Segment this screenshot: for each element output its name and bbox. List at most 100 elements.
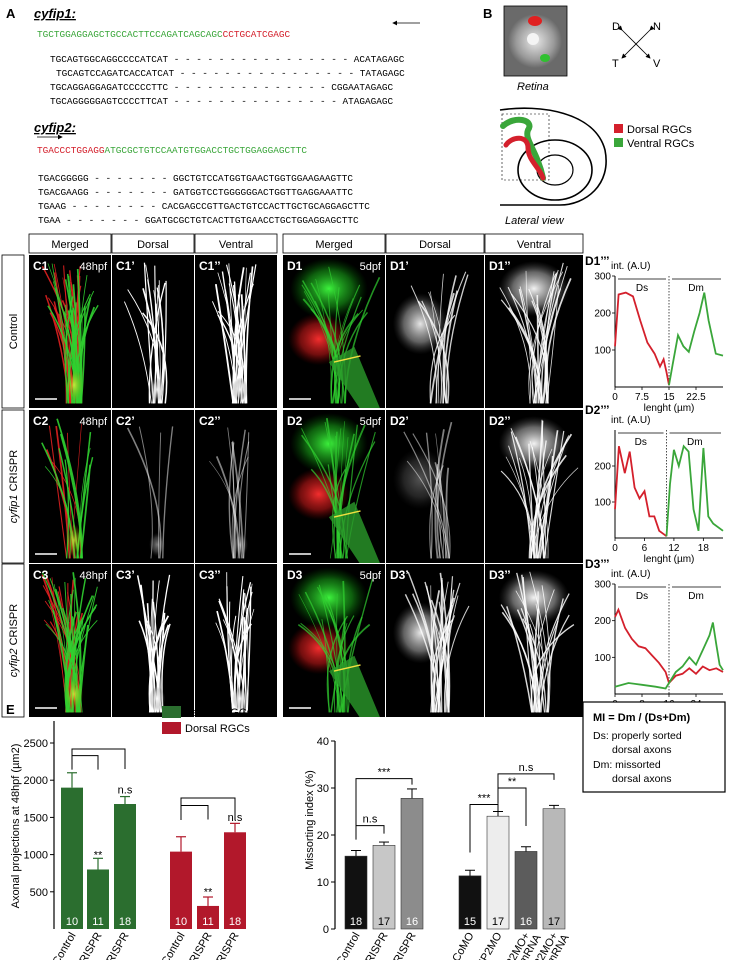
image-tile-D2’: D2’ bbox=[386, 410, 484, 563]
cyfip2-title: cyfip2: bbox=[34, 120, 76, 135]
col-header-box-5 bbox=[484, 233, 584, 254]
profile-xlabel: lenght (µm) bbox=[644, 554, 695, 565]
chart-e-ylabel: Axonal projections at 48hpf (µm2) bbox=[10, 744, 22, 909]
row-label-2: cyfip2 CRISPR bbox=[8, 604, 20, 677]
profile-series-ventral bbox=[614, 622, 724, 690]
row-label-1: cyfip1 CRISPR bbox=[8, 450, 20, 523]
axon-fiber bbox=[48, 425, 68, 559]
row-label-gene-2: cyfip2 bbox=[8, 648, 20, 677]
chart-e-sig-3: ** bbox=[204, 887, 213, 899]
chart-f: F Missorting index (%) 40 30 20 10 0 18 Control 1… bbox=[304, 702, 572, 960]
chart-f-sig-bracket bbox=[355, 778, 413, 831]
chart-e-n-label: 11 bbox=[202, 916, 213, 928]
chiasm-glow bbox=[65, 524, 84, 557]
image-tile-C2’: C2’ bbox=[112, 410, 194, 563]
col-header-4: Dorsal bbox=[419, 239, 451, 251]
chart-e-bar-5 bbox=[224, 832, 246, 929]
axon-fiber bbox=[445, 588, 452, 713]
axon-fiber bbox=[339, 421, 345, 559]
panel-f-letter: F bbox=[312, 702, 320, 717]
image-tile-D3’’: D3’’ bbox=[485, 564, 583, 717]
chart-f-ytick-label: 30 bbox=[317, 783, 329, 795]
chart-e-category-rest: CRISPR bbox=[182, 930, 215, 960]
cyfip2-allele-3: TGAAG - - - - - - - - CACGAGCCGTTGACTGTC… bbox=[38, 201, 370, 212]
profile-xtick-label: 0 bbox=[612, 392, 618, 403]
chart-f-sig-4: ** bbox=[508, 776, 517, 788]
legend-ventral-label: Ventral RGCs bbox=[627, 138, 695, 150]
formula-frame bbox=[582, 701, 726, 793]
tile-label: D1 bbox=[287, 259, 303, 273]
axon-fiber bbox=[430, 618, 454, 713]
axon-fiber bbox=[334, 284, 361, 404]
chart-e-ytick-label: 1500 bbox=[24, 812, 48, 824]
compass-d: D bbox=[612, 21, 620, 33]
col-header-2: Ventral bbox=[219, 239, 253, 251]
profile-ytick-label: 300 bbox=[594, 272, 611, 283]
ventral-tectum bbox=[290, 567, 368, 629]
panel-e-letter: E bbox=[6, 702, 15, 717]
chart-e-bar-4 bbox=[197, 905, 219, 929]
axon-fiber bbox=[528, 271, 564, 404]
tile-label: D1’’ bbox=[489, 259, 511, 273]
axon-fiber bbox=[344, 424, 358, 559]
ventral-tectum bbox=[498, 570, 570, 626]
image-tile-D1’’: D1’’ bbox=[485, 255, 583, 408]
tile-label: D3’ bbox=[390, 568, 409, 582]
chart-f-sig-bracket bbox=[355, 825, 385, 840]
profile-ylabel: int. (A.U) bbox=[611, 415, 650, 426]
stage-label: 5dpf bbox=[360, 261, 382, 273]
axon-fiber bbox=[443, 605, 470, 713]
region-ds-label: Ds bbox=[636, 283, 648, 294]
axon-fiber bbox=[529, 420, 544, 559]
image-tile-C2: C2 48hpf bbox=[29, 410, 111, 563]
tile-label: C3 bbox=[33, 568, 49, 582]
compass-n: N bbox=[653, 21, 661, 33]
panel-b-letter: B bbox=[483, 6, 492, 21]
row-label-gene-1: cyfip1 bbox=[8, 494, 20, 523]
profile-ylabel: int. (A.U) bbox=[611, 261, 650, 272]
axon-fiber bbox=[446, 595, 459, 713]
profile-xtick-label: 7.5 bbox=[635, 392, 649, 403]
microscopy-grid: Merged Dorsal Ventral Merged Dorsal Ventral Co… bbox=[1, 233, 584, 718]
legend-dorsal-swatch bbox=[614, 124, 623, 133]
profile-xtick-label: 22.5 bbox=[686, 392, 706, 403]
axon-fiber bbox=[445, 274, 469, 404]
axon-fiber bbox=[310, 282, 344, 404]
stage-label: 5dpf bbox=[360, 570, 382, 582]
tile-label: C2’ bbox=[116, 414, 135, 428]
chart-e-bar-3 bbox=[170, 851, 192, 929]
chart-e-sig-bracket bbox=[180, 804, 209, 820]
profile-ytick-label: 200 bbox=[594, 616, 611, 627]
chart-e-category-rest: CRISPR bbox=[99, 930, 132, 960]
legend-ventral-swatch bbox=[614, 138, 623, 147]
image-tile-C2’’: C2’’ bbox=[195, 410, 277, 563]
tile-label: C3’’ bbox=[199, 568, 221, 582]
profile-chart-2: D3’’’int. (A.U)300200100081624lenght (µm… bbox=[585, 557, 724, 721]
tile-label: D3’’ bbox=[489, 568, 511, 582]
axon-fiber bbox=[321, 619, 330, 713]
image-tile-D1: D1 5dpf bbox=[283, 255, 385, 408]
axon-fiber bbox=[438, 601, 447, 713]
col-header-5: Ventral bbox=[517, 239, 551, 251]
row-label-0: Control bbox=[8, 314, 20, 349]
axon-fiber bbox=[520, 608, 536, 713]
panel-a: A cyfip1: TGCTGGAGGAGCTGCCACTTCCAGATCAGC… bbox=[6, 6, 420, 226]
chart-e-sig-bracket bbox=[180, 797, 236, 821]
axon-fiber bbox=[442, 275, 457, 404]
profile-ytick-label: 300 bbox=[594, 580, 611, 591]
chart-e-legend-0: Ventral RGCs bbox=[185, 707, 253, 719]
row-label-box-2 bbox=[1, 563, 25, 718]
axon-fiber bbox=[505, 456, 538, 559]
axon-fiber bbox=[437, 582, 461, 713]
retina-label: Retina bbox=[517, 81, 549, 93]
profile-ytick-label: 100 bbox=[594, 346, 611, 357]
axon-fiber bbox=[499, 287, 531, 404]
profile-series-dorsal bbox=[614, 607, 724, 685]
cyfip1-allele-list: TGCAGTGGCAGGCCCCATCAT - - - - - - - - - … bbox=[50, 54, 405, 107]
cyfip2-ref-red: TGACCCTGGAGG bbox=[37, 145, 105, 156]
profile-label-2: D3’’’ bbox=[585, 557, 609, 571]
region-ds-label: Ds bbox=[636, 591, 648, 602]
chart-f-sig-1: n.s bbox=[363, 814, 378, 826]
